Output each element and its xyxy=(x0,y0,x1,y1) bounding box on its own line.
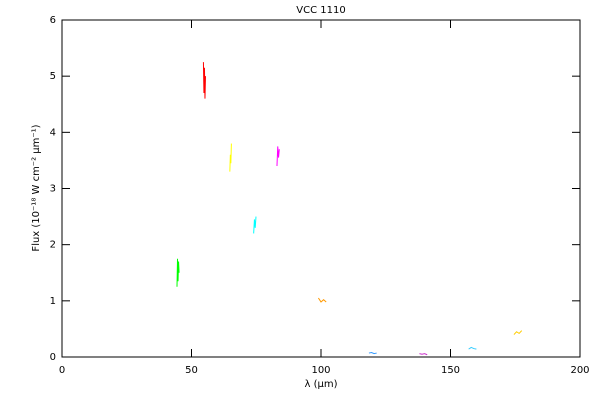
spectrum-segment xyxy=(368,351,377,355)
spectrum-segment xyxy=(229,143,232,172)
x-tick-label: 0 xyxy=(59,365,65,376)
spectrum-segment xyxy=(317,297,327,303)
y-tick-label: 6 xyxy=(50,15,56,26)
y-tick-label: 1 xyxy=(50,296,56,307)
y-tick-label: 0 xyxy=(50,352,56,363)
spectrum-segment xyxy=(276,146,280,167)
x-tick-label: 100 xyxy=(311,365,330,376)
y-tick-label: 3 xyxy=(50,184,56,195)
spectrum-segment xyxy=(419,353,428,356)
y-tick-label: 5 xyxy=(50,71,56,82)
x-axis-label: λ (μm) xyxy=(304,379,337,390)
spectrum-segment xyxy=(202,62,206,99)
spectrum-segment xyxy=(513,330,523,335)
spectrum-segment xyxy=(176,258,180,287)
x-tick-label: 150 xyxy=(441,365,460,376)
y-axis-label: Flux (10⁻¹⁸ W cm⁻² μm⁻¹) xyxy=(31,124,42,251)
x-tick-label: 50 xyxy=(185,365,198,376)
x-tick-label: 200 xyxy=(570,365,589,376)
y-tick-label: 4 xyxy=(50,127,56,138)
spectrum-segment xyxy=(468,346,477,350)
plot-frame xyxy=(61,19,581,358)
spectrum-segment xyxy=(253,216,257,234)
y-tick-label: 2 xyxy=(50,240,56,251)
chart-title: VCC 1110 xyxy=(296,5,345,16)
